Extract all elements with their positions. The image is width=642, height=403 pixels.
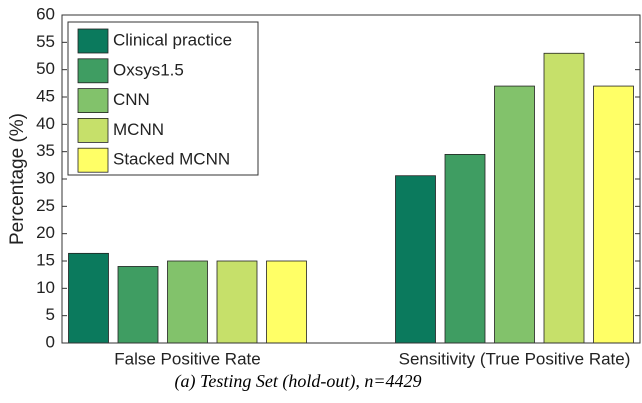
y-tick-label: 50 xyxy=(36,59,55,78)
y-tick-label: 0 xyxy=(46,332,55,351)
legend-swatch xyxy=(77,88,109,113)
bar xyxy=(216,260,258,344)
bar xyxy=(266,260,307,344)
y-tick-label: 35 xyxy=(36,141,55,160)
legend-swatch xyxy=(77,147,109,173)
x-tick-label: False Positive Rate xyxy=(114,349,260,368)
legend-swatch xyxy=(77,58,109,84)
y-tick-label: 5 xyxy=(46,305,55,324)
caption: (a) Testing Set (hold-out), n=4429 xyxy=(175,371,422,392)
bar xyxy=(444,153,486,344)
y-tick-label: 20 xyxy=(36,223,55,242)
y-tick-label: 25 xyxy=(36,196,55,215)
bar xyxy=(117,266,159,344)
axes-box xyxy=(61,14,641,344)
bar xyxy=(167,260,208,344)
bar xyxy=(395,175,436,344)
legend-label: Oxsys1.5 xyxy=(113,60,184,79)
bar xyxy=(543,52,585,344)
legend-label: CNN xyxy=(113,90,150,109)
y-tick-label: 45 xyxy=(36,86,55,105)
bar xyxy=(68,252,109,344)
legend-label: Stacked MCNN xyxy=(113,150,230,169)
legend-swatch xyxy=(77,118,109,143)
y-tick-label: 40 xyxy=(36,114,55,133)
bar xyxy=(494,85,535,344)
legend-label: Clinical practice xyxy=(113,30,232,49)
y-tick-label: 30 xyxy=(36,168,55,187)
y-tick-label: 15 xyxy=(36,250,55,269)
bar xyxy=(593,85,634,344)
y-tick-label: 60 xyxy=(36,4,55,23)
legend-label: MCNN xyxy=(113,120,164,139)
y-tick-label: 10 xyxy=(36,278,55,297)
y-tick-label: 55 xyxy=(36,32,55,51)
x-tick-label: Sensitivity (True Positive Rate) xyxy=(399,349,631,368)
legend-swatch xyxy=(77,28,109,54)
y-axis-label: Percentage (%) xyxy=(7,113,28,245)
